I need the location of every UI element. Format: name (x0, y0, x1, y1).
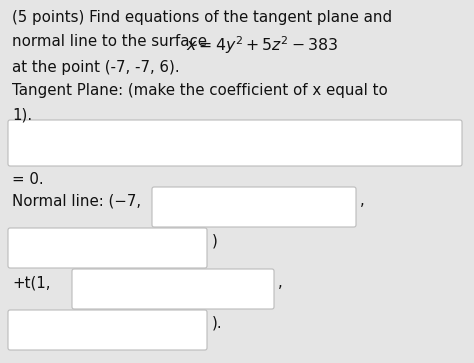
Text: ).: ). (212, 316, 223, 331)
Text: normal line to the surface: normal line to the surface (12, 34, 212, 49)
Text: ): ) (212, 234, 218, 249)
Text: +t(1,: +t(1, (12, 275, 51, 290)
FancyBboxPatch shape (8, 228, 207, 268)
Text: (5 points) Find equations of the tangent plane and: (5 points) Find equations of the tangent… (12, 10, 392, 25)
Text: $x = 4y^2 + 5z^2 - 383$: $x = 4y^2 + 5z^2 - 383$ (186, 34, 338, 56)
Text: at the point (-7, -7, 6).: at the point (-7, -7, 6). (12, 60, 180, 75)
FancyBboxPatch shape (8, 120, 462, 166)
Text: Normal line: (−7,: Normal line: (−7, (12, 193, 141, 208)
Text: ,: , (360, 193, 365, 208)
Text: Tangent Plane: (make the coefficient of x equal to: Tangent Plane: (make the coefficient of … (12, 83, 388, 98)
Text: ,: , (278, 275, 283, 290)
Text: 1).: 1). (12, 107, 32, 122)
FancyBboxPatch shape (8, 310, 207, 350)
FancyBboxPatch shape (72, 269, 274, 309)
FancyBboxPatch shape (152, 187, 356, 227)
Text: = 0.: = 0. (12, 172, 44, 187)
